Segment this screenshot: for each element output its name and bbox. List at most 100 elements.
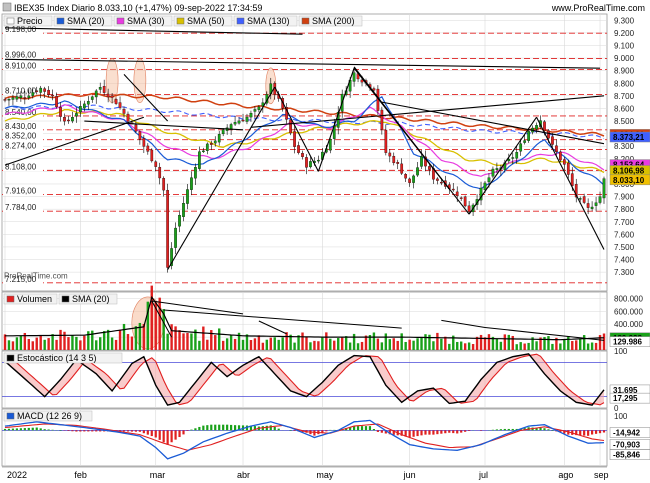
volume-trend-line[interactable] <box>258 320 287 335</box>
macd-histogram-bar <box>202 425 205 431</box>
trend-line[interactable] <box>381 101 605 145</box>
volume-bar <box>440 338 443 350</box>
volume-bar <box>602 333 606 350</box>
candle-body <box>166 189 169 268</box>
trend-line[interactable] <box>4 116 145 166</box>
trend-line[interactable] <box>123 74 169 122</box>
candle-body <box>213 140 217 144</box>
trend-line[interactable] <box>536 116 605 250</box>
volume-bar <box>348 342 352 350</box>
x-month-label: abr <box>237 470 250 480</box>
volume-bar <box>285 332 288 350</box>
trend-line[interactable] <box>167 86 276 270</box>
volume-trend-line[interactable] <box>441 319 486 328</box>
macd-histogram-bar <box>598 430 602 434</box>
trend-line[interactable] <box>4 27 303 35</box>
stochastic-d-line <box>5 353 605 406</box>
price-panel: 9.300 9.200 9.100 9.000 8.900 8.800 8.700 8.600… <box>1 13 650 292</box>
value-tag-label: 8.106,98 <box>613 167 645 176</box>
legend-box[interactable] <box>58 293 118 305</box>
level-label-bg <box>3 122 43 131</box>
trend-line[interactable] <box>4 58 601 69</box>
candle-body <box>39 87 43 93</box>
legend-box[interactable] <box>298 15 363 27</box>
volume-bar <box>63 331 66 350</box>
volume-bar <box>503 334 507 350</box>
volume-bar <box>110 337 114 350</box>
price-tick-label: 8.800 <box>614 79 635 88</box>
trend-line[interactable] <box>468 116 538 215</box>
sma-130-line <box>4 104 605 140</box>
macd-histogram-bar <box>602 430 606 433</box>
macd-histogram-bar <box>39 428 42 431</box>
macd-histogram-bar <box>519 428 522 431</box>
volume-bar <box>106 329 110 350</box>
value-tag <box>609 131 650 143</box>
macd-histogram-bar <box>27 427 30 431</box>
volume-bar <box>467 342 471 350</box>
candle-body <box>523 140 527 143</box>
volume-bar <box>146 301 150 350</box>
volume-bar <box>134 326 138 350</box>
legend-box[interactable] <box>53 15 113 27</box>
macd-histogram-bar <box>567 430 570 435</box>
x-month-label: jun <box>403 470 416 480</box>
macd-histogram-bar <box>408 430 411 438</box>
trend-line[interactable] <box>84 120 244 131</box>
volume-bar <box>142 323 146 350</box>
macd-value-tag <box>609 449 650 460</box>
volume-bar <box>555 337 558 350</box>
candle-body <box>551 136 554 145</box>
candle-body <box>138 131 142 140</box>
level-label: 8.710,00 <box>5 87 37 96</box>
volume-trend-line[interactable] <box>151 300 173 338</box>
trend-line[interactable] <box>353 66 470 215</box>
volume-trend-line[interactable] <box>163 309 402 329</box>
macd-histogram-bar <box>392 430 395 435</box>
price-tick-label: 9.300 <box>614 16 635 25</box>
macd-histogram-bar <box>31 427 34 431</box>
volume-bar <box>444 336 447 350</box>
volume-bar <box>586 343 590 350</box>
candle-body <box>27 95 31 98</box>
volume-bar <box>59 329 62 350</box>
volume-bar <box>344 336 348 350</box>
macd-histogram-bar <box>404 430 407 437</box>
volume-trend-line[interactable] <box>151 300 244 315</box>
macd-histogram-bar <box>380 430 383 433</box>
legend-box[interactable] <box>3 15 53 27</box>
legend-box[interactable] <box>3 352 123 364</box>
volume-bar <box>368 335 372 350</box>
legend-box[interactable] <box>3 293 58 305</box>
volume-bar <box>83 335 86 350</box>
volume-bar <box>456 341 459 350</box>
volume-sma-line <box>5 295 605 341</box>
macd-histogram-bar <box>170 430 173 443</box>
legend-box[interactable] <box>113 15 173 27</box>
volume-value-label: 129.986 <box>613 338 642 347</box>
macd-histogram-bar <box>118 430 122 432</box>
macd-histogram-bar <box>436 430 439 435</box>
macd-histogram-bar <box>444 430 447 434</box>
legend-box[interactable] <box>173 15 233 27</box>
window-icon[interactable] <box>2 2 12 12</box>
volume-bar <box>43 339 46 350</box>
macd-histogram-bar <box>543 428 546 431</box>
candle-body <box>126 113 130 122</box>
legend-box[interactable] <box>233 15 298 27</box>
trend-line[interactable] <box>274 86 319 172</box>
volume-bar <box>51 334 54 350</box>
legend-box[interactable] <box>3 410 93 422</box>
macd-panel-frame <box>1 408 608 467</box>
volume-bar <box>511 335 514 350</box>
macd-histogram-bar <box>126 430 130 432</box>
volume-trend-line[interactable] <box>484 326 605 341</box>
macd-histogram-bar <box>186 430 189 431</box>
volume-bar <box>317 341 320 350</box>
volume-bar <box>321 337 324 350</box>
candle-body <box>547 130 550 139</box>
macd-histogram-bar <box>345 428 348 431</box>
volume-bar <box>527 342 530 350</box>
trend-line[interactable] <box>250 95 605 128</box>
macd-histogram-bar <box>360 426 364 431</box>
